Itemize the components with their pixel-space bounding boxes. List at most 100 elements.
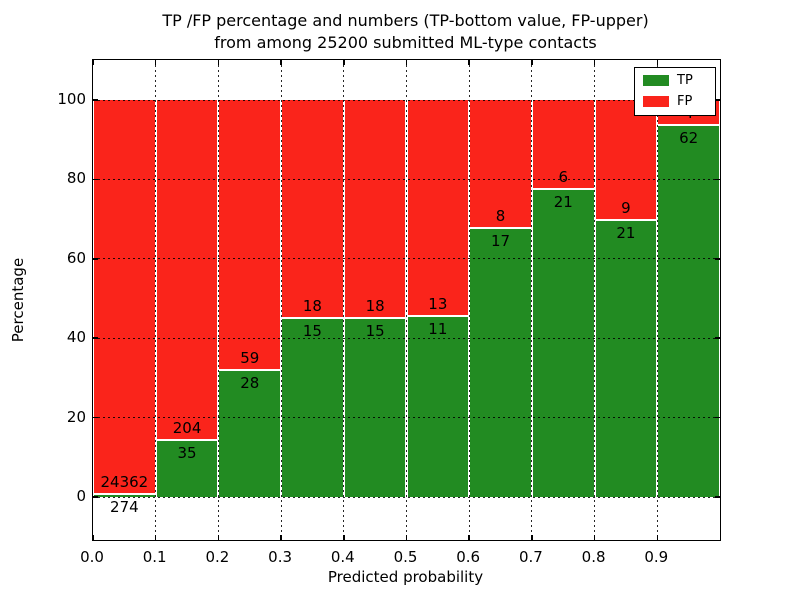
tick-mark <box>715 337 720 339</box>
bar-group <box>93 60 156 540</box>
gridline-horizontal <box>93 496 720 498</box>
gridline-vertical <box>155 60 157 540</box>
gridline-horizontal <box>93 178 720 180</box>
legend-item-fp: FP <box>643 95 707 108</box>
gridline-horizontal <box>93 417 720 419</box>
bar-fp-segment <box>218 100 282 370</box>
gridline-vertical <box>656 60 658 540</box>
x-tick-label: 0.6 <box>456 548 481 566</box>
bar-fp-segment <box>594 100 658 220</box>
fp-count-label: 24362 <box>100 472 149 491</box>
tick-mark <box>280 535 282 540</box>
y-tick-label: 80 <box>66 169 86 188</box>
gridline-vertical <box>406 60 407 540</box>
y-tick-label: 100 <box>57 90 86 108</box>
bar-tp-segment <box>218 369 282 497</box>
gridline-vertical <box>217 60 219 540</box>
gridline-vertical <box>531 60 533 540</box>
tick-mark <box>93 99 98 101</box>
bar-fp-segment <box>469 100 532 228</box>
bar-tp-segment <box>406 315 470 497</box>
gridline-horizontal <box>93 258 720 260</box>
x-tick-label: 0.8 <box>581 548 606 566</box>
y-tick-label: 40 <box>66 328 86 347</box>
legend-label-fp: FP <box>677 94 693 109</box>
legend: TP FP <box>634 67 716 116</box>
tick-mark <box>715 258 720 260</box>
gridline-vertical <box>280 60 282 540</box>
x-axis-label: Predicted probability <box>327 568 484 586</box>
tick-mark <box>405 60 408 65</box>
tick-mark <box>92 60 94 65</box>
tick-mark <box>93 178 98 181</box>
y-axis-label: Percentage <box>9 257 27 343</box>
tp-count-label: 35 <box>177 443 197 462</box>
tick-mark <box>715 178 720 181</box>
bar-group <box>469 60 532 540</box>
x-tick-label: 0.5 <box>393 548 418 566</box>
tick-mark <box>92 535 94 540</box>
tick-mark <box>93 416 98 419</box>
tp-count-label: 11 <box>428 320 448 339</box>
tick-mark <box>468 535 470 540</box>
tick-mark <box>656 60 659 65</box>
bar-fp-segment <box>343 100 407 317</box>
tick-mark <box>154 535 157 540</box>
chart-title-line2: from among 25200 submitted ML-type conta… <box>214 33 597 52</box>
tp-count-label: 274 <box>110 497 139 516</box>
tick-mark <box>93 258 98 260</box>
fp-count-label: 59 <box>240 349 260 368</box>
x-tick-label: 0.2 <box>205 548 230 566</box>
tick-mark <box>343 535 345 540</box>
tick-mark <box>715 416 720 419</box>
legend-label-tp: TP <box>677 73 693 88</box>
bar-fp-segment <box>531 100 595 189</box>
tick-mark <box>343 60 345 65</box>
gridline-vertical <box>468 60 470 540</box>
bar-group <box>218 60 282 540</box>
tp-swatch-icon <box>643 75 669 86</box>
tp-count-label: 21 <box>616 224 636 243</box>
plot-area: 2436227420435592818151815131181762192146… <box>92 59 721 541</box>
fp-count-label: 8 <box>495 207 506 226</box>
tp-count-label: 62 <box>679 129 699 148</box>
tick-mark <box>154 60 157 65</box>
fp-count-label: 204 <box>172 418 202 437</box>
bar-tp-segment <box>594 219 658 497</box>
tick-mark <box>531 60 533 65</box>
x-tick-label: 0.3 <box>268 548 293 566</box>
tick-mark <box>656 535 659 540</box>
fp-swatch-icon <box>643 96 669 107</box>
chart-title-line1: TP /FP percentage and numbers (TP-bottom… <box>162 11 649 30</box>
tick-mark <box>217 535 220 540</box>
legend-item-tp: TP <box>643 74 707 87</box>
gridline-vertical <box>594 60 596 540</box>
tick-mark <box>531 535 533 540</box>
y-tick-label: 60 <box>66 248 86 267</box>
tick-mark <box>280 60 282 65</box>
tick-mark <box>217 60 220 65</box>
tick-mark <box>593 535 596 540</box>
tick-mark <box>715 99 720 101</box>
fp-count-label: 9 <box>621 199 631 218</box>
tick-mark <box>93 337 98 339</box>
tick-mark <box>405 535 408 540</box>
bar-group <box>531 60 595 540</box>
fp-count-label: 13 <box>428 295 448 314</box>
tp-count-label: 15 <box>302 321 322 340</box>
tick-mark <box>715 496 720 498</box>
y-tick-label: 0 <box>76 487 86 505</box>
fp-count-label: 18 <box>302 296 322 315</box>
bar-fp-segment <box>406 100 470 316</box>
y-tick-label: 20 <box>66 407 86 426</box>
bar-tp-segment <box>469 227 532 497</box>
gridline-vertical <box>343 60 345 540</box>
bar-fp-segment <box>281 100 344 317</box>
bar-tp-segment <box>281 316 344 497</box>
x-tick-label: 0.1 <box>142 548 167 566</box>
tick-mark <box>468 60 470 65</box>
bar-group <box>155 60 219 540</box>
tp-count-label: 17 <box>491 232 511 251</box>
bar-tp-segment <box>343 316 407 497</box>
